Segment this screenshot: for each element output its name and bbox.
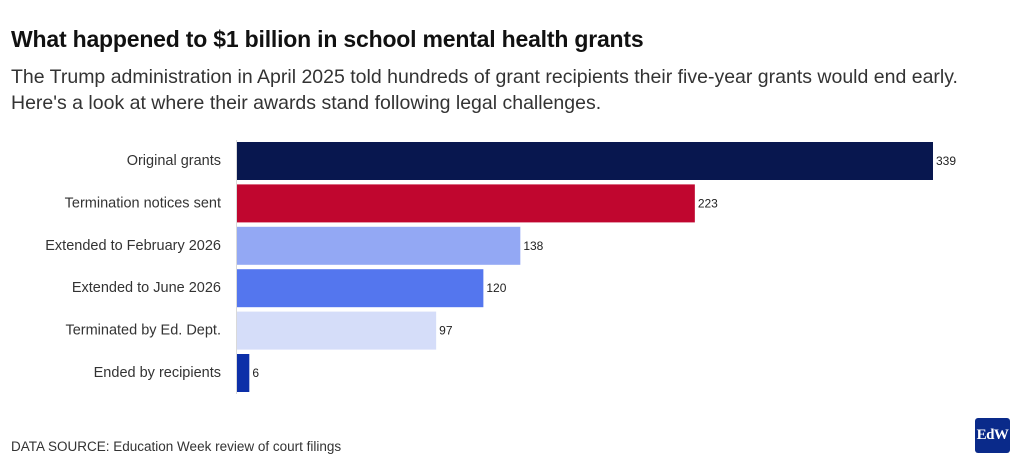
bar-original-grants bbox=[237, 142, 933, 180]
bar-extended-to-february-2026 bbox=[237, 226, 521, 265]
value-label-terminated-by-ed-dept: 97 bbox=[439, 324, 453, 338]
category-label-extended-to-february-2026: Extended to February 2026 bbox=[45, 238, 221, 254]
category-label-extended-to-june-2026: Extended to June 2026 bbox=[72, 280, 221, 296]
category-label-original-grants: Original grants bbox=[127, 153, 221, 169]
value-label-extended-to-june-2026: 120 bbox=[486, 281, 506, 295]
bar-extended-to-june-2026 bbox=[237, 269, 484, 308]
value-label-extended-to-february-2026: 138 bbox=[523, 239, 543, 253]
data-source-note: DATA SOURCE: Education Week review of co… bbox=[11, 439, 342, 454]
bar-terminated-by-ed-dept bbox=[237, 311, 437, 350]
value-label-original-grants: 339 bbox=[936, 154, 956, 168]
bar-ended-by-recipients bbox=[237, 354, 250, 392]
chart-title: What happened to $1 billion in school me… bbox=[11, 26, 644, 52]
bar-chart: Original grants 339 Termination notices se… bbox=[45, 140, 956, 394]
edweek-logo: EdW bbox=[975, 418, 1010, 453]
category-label-termination-notices-sent: Termination notices sent bbox=[65, 195, 221, 211]
bar-termination-notices-sent bbox=[237, 184, 695, 223]
category-label-terminated-by-ed-dept: Terminated by Ed. Dept. bbox=[65, 323, 221, 339]
chart-subtitle: The Trump administration in April 2025 t… bbox=[11, 66, 958, 114]
value-label-termination-notices-sent: 223 bbox=[698, 196, 718, 210]
value-label-ended-by-recipients: 6 bbox=[252, 366, 259, 380]
category-label-ended-by-recipients: Ended by recipients bbox=[94, 365, 221, 381]
